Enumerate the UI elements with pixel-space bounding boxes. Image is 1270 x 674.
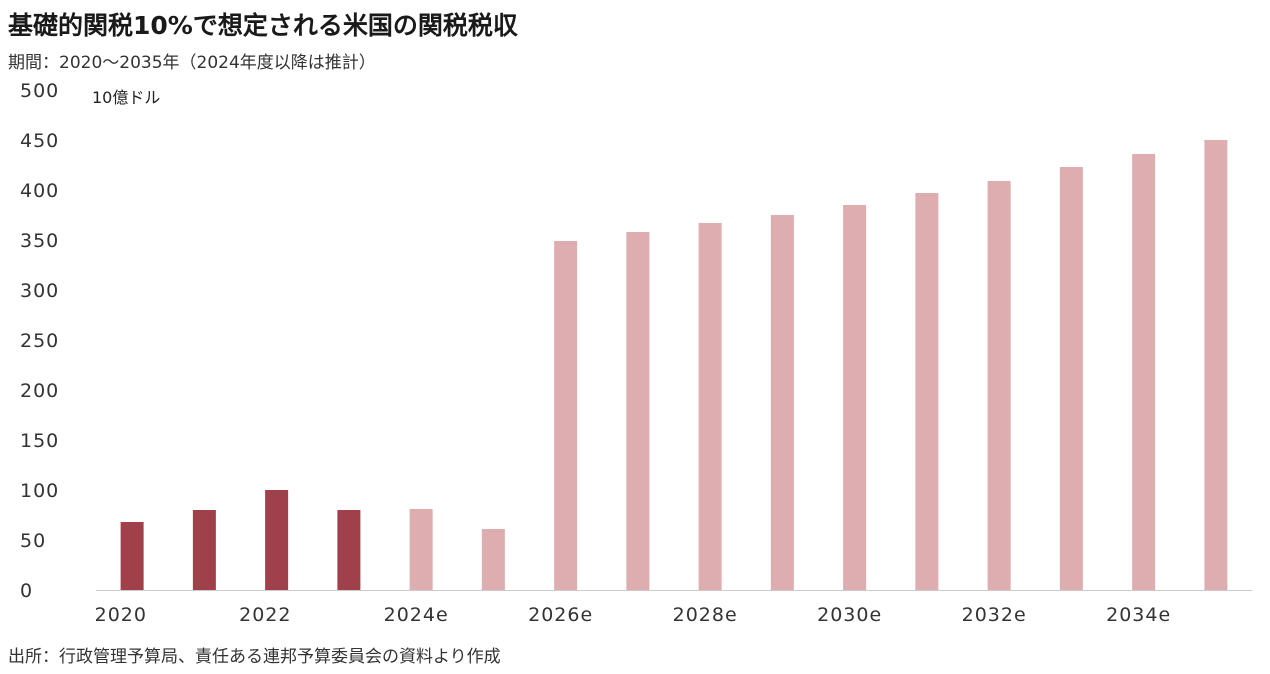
chart-subtitle: 期間：2020～2035年（2024年度以降は推計） — [8, 53, 376, 73]
y-tick-label: 300 — [20, 280, 59, 302]
bar-2033e — [1059, 167, 1083, 590]
x-tick-label: 2028e — [673, 604, 738, 626]
y-tick-label: 150 — [20, 430, 59, 452]
bar-2022 — [265, 490, 289, 590]
x-tick-label: 2026e — [528, 604, 593, 626]
x-tick-label: 2020 — [95, 604, 147, 626]
y-axis-ticks: 0 50 100 150 200 250 300 350 400 450 500 — [20, 80, 59, 602]
y-tick-label: 250 — [20, 330, 59, 352]
x-tick-label: 2034e — [1106, 604, 1171, 626]
chart-source: 出所：行政管理予算局、責任ある連邦予算委員会の資料より作成 — [8, 647, 501, 667]
chart-title: 基礎的関税10%で想定される米国の関税税収 — [8, 11, 518, 40]
x-axis-ticks: 2020 2022 2024e 2026e 2028e 2030e 2032e 2034e — [95, 604, 1171, 626]
x-tick-label: 2030e — [817, 604, 882, 626]
bar-2031e — [915, 193, 939, 590]
y-tick-label: 450 — [20, 130, 59, 152]
bar-2025e — [481, 529, 505, 590]
y-tick-label: 200 — [20, 380, 59, 402]
y-tick-label: 100 — [20, 480, 59, 502]
y-tick-label: 0 — [20, 580, 33, 602]
bar-2024e — [409, 509, 433, 590]
y-tick-label: 500 — [20, 80, 59, 102]
bar-2034e — [1132, 154, 1156, 590]
y-tick-label: 350 — [20, 230, 59, 252]
x-tick-label: 2032e — [962, 604, 1027, 626]
y-tick-label: 400 — [20, 180, 59, 202]
y-tick-label: 50 — [20, 530, 46, 552]
bar-2029e — [770, 215, 794, 590]
bar-2020 — [120, 522, 144, 590]
bar-2027e — [626, 232, 650, 590]
bar-2023 — [337, 510, 361, 590]
y-axis-unit-label: 10億ドル — [92, 88, 160, 107]
x-tick-label: 2022 — [239, 604, 291, 626]
bar-2035e — [1204, 140, 1228, 590]
bar-2028e — [698, 223, 722, 590]
bar-2021 — [192, 510, 216, 590]
bar-2032e — [987, 181, 1011, 590]
bar-2026e — [554, 241, 578, 590]
bar-2030e — [843, 205, 867, 590]
x-tick-label: 2024e — [384, 604, 449, 626]
bars — [120, 140, 1228, 590]
